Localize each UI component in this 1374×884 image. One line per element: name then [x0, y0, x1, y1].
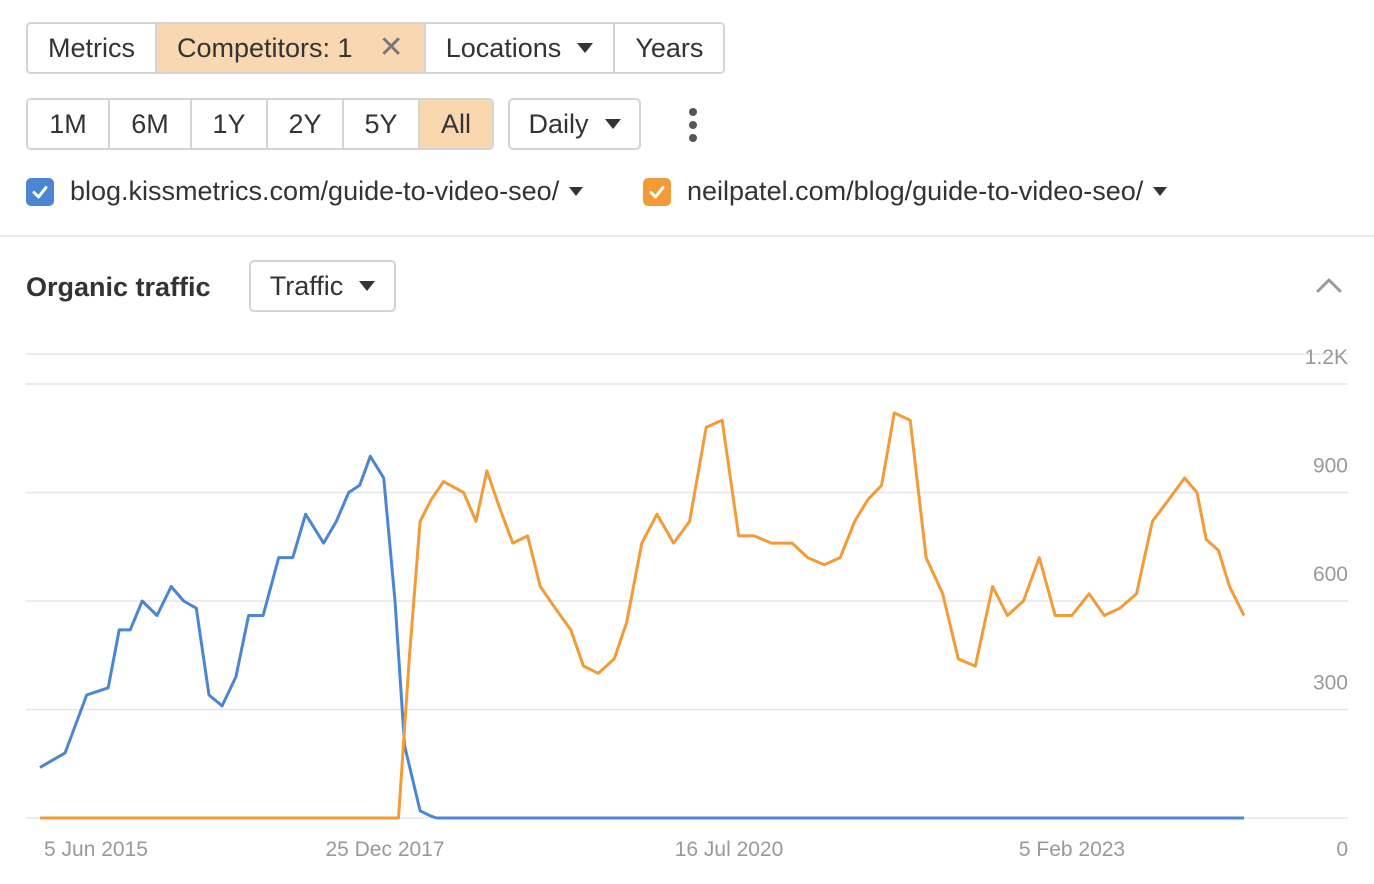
series-toggle-kissmetrics[interactable]: blog.kissmetrics.com/guide-to-video-seo/ [26, 176, 584, 207]
checkbox-neilpatel[interactable] [643, 177, 671, 206]
period-label: 1Y [212, 108, 246, 139]
period-6m-button[interactable]: 6M [110, 100, 192, 148]
series-label: blog.kissmetrics.com/guide-to-video-seo/ [70, 176, 560, 206]
chart-grid [26, 353, 1348, 819]
x-tick-label: 25 Dec 2017 [325, 838, 444, 861]
years-label: Years [635, 32, 704, 63]
locations-dropdown[interactable]: Locations [425, 24, 616, 72]
section-divider [0, 235, 1374, 237]
y-tick-label: 900 [1313, 455, 1348, 478]
series-line-neilpatel [40, 411, 1246, 820]
period-label: All [440, 108, 471, 139]
metrics-label: Metrics [48, 32, 135, 63]
x-axis: 5 Jun 2015 25 Dec 2017 16 Jul 2020 5 Feb 20… [44, 838, 1125, 861]
x-tick-label: 5 Feb 2023 [1019, 838, 1125, 861]
y-tick-label: 600 [1313, 563, 1348, 586]
series-line-kissmetrics [39, 454, 1244, 820]
competitors-label: Competitors: 1 [177, 32, 353, 63]
period-5y-button[interactable]: 5Y [344, 100, 420, 148]
series-toggle-neilpatel[interactable]: neilpatel.com/blog/guide-to-video-seo/ [643, 176, 1168, 207]
y-axis: 0 300 600 900 1.2K [1305, 346, 1348, 861]
period-1y-button[interactable]: 1Y [192, 100, 268, 148]
metric-label: Traffic [269, 270, 344, 301]
period-selector: 1M 6M 1Y 2Y 5Y All [26, 98, 494, 150]
years-button[interactable]: Years [615, 24, 724, 72]
locations-label: Locations [445, 32, 562, 63]
granularity-label: Daily [528, 108, 589, 139]
organic-traffic-chart: 0 300 600 900 1.2K 5 Jun 2015 25 Dec 2017 16 J… [26, 346, 1348, 861]
filter-toolbar: Metrics Competitors: 1 ✕ Locations Years [26, 22, 726, 74]
y-tick-label: 0 [1336, 838, 1348, 861]
x-tick-label: 5 Jun 2015 [44, 838, 148, 861]
period-label: 1M [49, 108, 87, 139]
period-label: 6M [131, 108, 169, 139]
caret-down-icon [604, 119, 621, 129]
period-label: 2Y [288, 108, 322, 139]
metric-dropdown[interactable]: Traffic [249, 260, 396, 312]
period-2y-button[interactable]: 2Y [268, 100, 344, 148]
caret-down-icon[interactable] [569, 187, 584, 196]
y-tick-label: 300 [1313, 672, 1348, 695]
chart-series [39, 411, 1246, 820]
check-icon [32, 185, 48, 198]
y-tick-label: 1.2K [1305, 346, 1348, 369]
metrics-button[interactable]: Metrics [28, 24, 157, 72]
check-icon [649, 185, 665, 198]
granularity-dropdown[interactable]: Daily [508, 98, 641, 150]
caret-down-icon [577, 43, 594, 53]
period-label: 5Y [364, 108, 398, 139]
period-all-button[interactable]: All [420, 100, 492, 148]
caret-down-icon[interactable] [1153, 187, 1168, 196]
caret-down-icon [359, 281, 376, 291]
period-1m-button[interactable]: 1M [28, 100, 110, 148]
more-vertical-icon[interactable] [686, 108, 700, 142]
section-title: Organic traffic [26, 272, 211, 302]
chevron-up-icon[interactable] [1312, 272, 1346, 298]
x-tick-label: 16 Jul 2020 [675, 838, 784, 861]
series-label: neilpatel.com/blog/guide-to-video-seo/ [687, 176, 1144, 206]
competitors-button[interactable]: Competitors: 1 ✕ [157, 24, 426, 72]
checkbox-kissmetrics[interactable] [26, 177, 54, 206]
close-icon[interactable]: ✕ [378, 31, 404, 64]
